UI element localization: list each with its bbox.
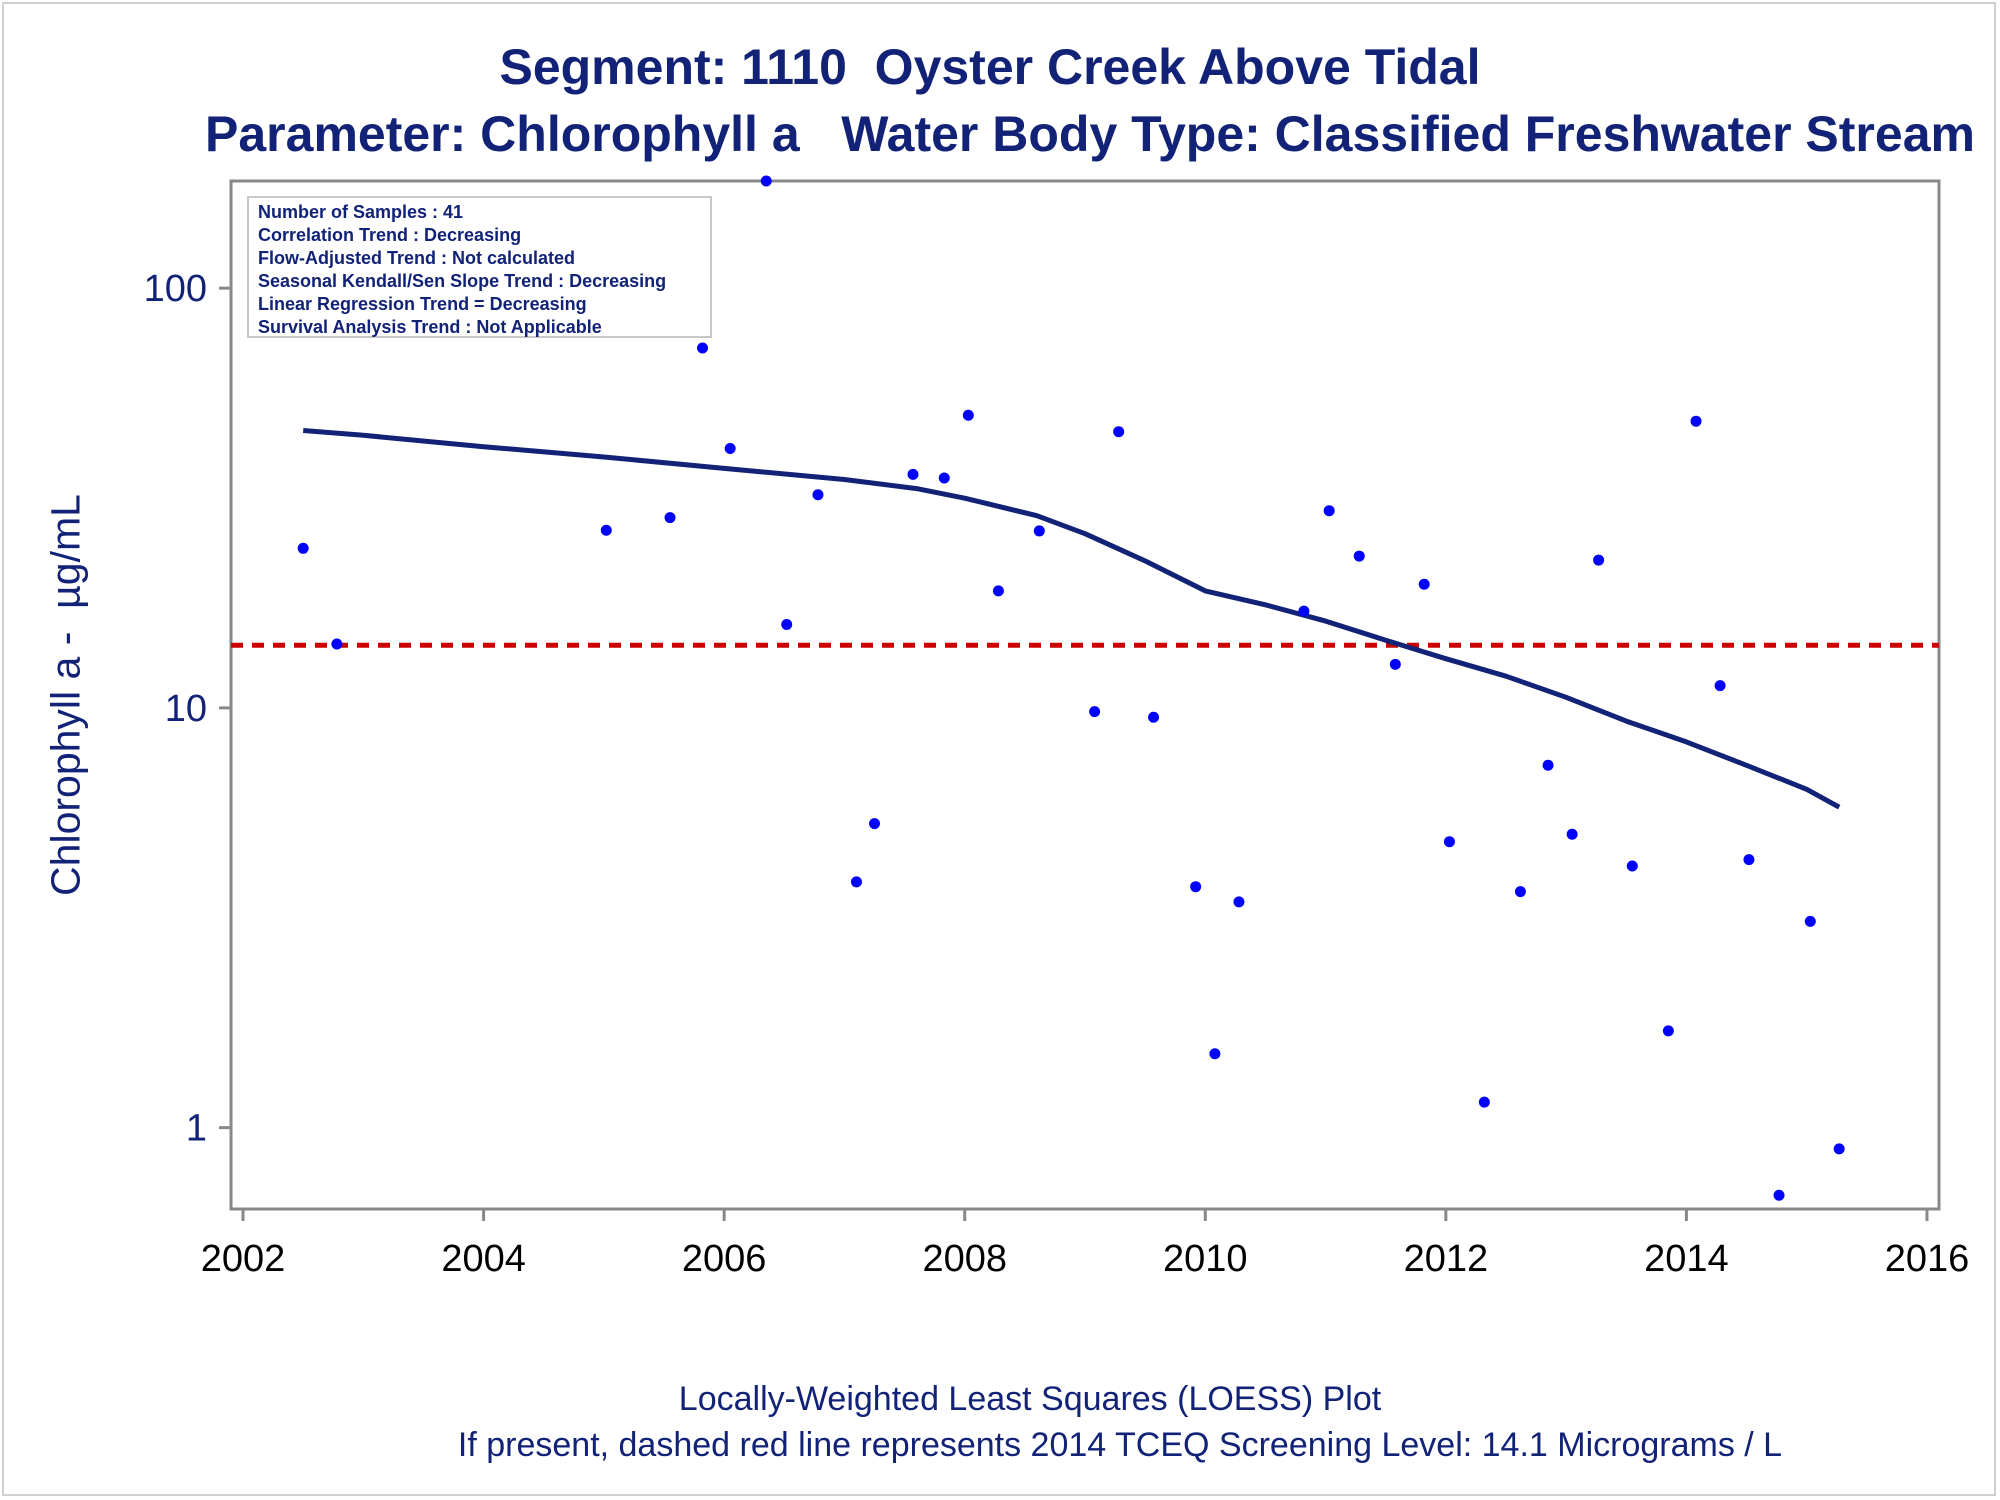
y-tick-label: 1 <box>186 1108 207 1150</box>
stats-line: Correlation Trend : Decreasing <box>258 225 522 245</box>
data-point <box>1323 505 1335 517</box>
stats-line: Linear Regression Trend = Decreasing <box>258 294 587 314</box>
data-point <box>1190 881 1202 893</box>
data-point <box>600 524 612 536</box>
data-point <box>1443 836 1455 848</box>
x-tick-label: 2004 <box>441 1238 526 1280</box>
loess-layer <box>303 428 1841 810</box>
x-axis: 2002 2004 2006 2008 2010 2012 2014 2016 <box>201 1209 1969 1280</box>
data-point <box>938 472 950 484</box>
y-tick-label: 10 <box>165 688 207 730</box>
data-point <box>1298 605 1310 617</box>
data-point <box>1542 759 1554 771</box>
data-point <box>962 409 974 421</box>
data-point <box>297 542 309 554</box>
data-point <box>1033 525 1045 537</box>
plot-area <box>229 179 1941 1211</box>
data-point <box>1714 680 1726 692</box>
data-point <box>1626 860 1638 872</box>
data-point <box>724 442 736 454</box>
x-tick-label: 2010 <box>1163 1238 1248 1280</box>
data-point <box>1148 711 1160 723</box>
data-point <box>1662 1025 1674 1037</box>
data-point <box>992 585 1004 597</box>
x-tick-label: 2002 <box>201 1238 286 1280</box>
x-tick-label: 2012 <box>1404 1238 1489 1280</box>
chart-subtitle: Parameter: Chlorophyll a Water Body Type… <box>205 106 1975 162</box>
y-tick-label: 100 <box>144 268 207 310</box>
data-point <box>1418 578 1430 590</box>
data-point <box>781 619 793 631</box>
data-point <box>907 468 919 480</box>
data-point <box>1478 1096 1490 1108</box>
data-point <box>664 512 676 524</box>
loess-curve <box>303 428 1841 810</box>
data-point <box>812 489 824 501</box>
data-point <box>760 175 772 187</box>
data-point <box>1233 896 1245 908</box>
data-point <box>1113 426 1125 438</box>
stats-line: Seasonal Kendall/Sen Slope Trend : Decre… <box>258 271 667 291</box>
footnote-screening: If present, dashed red line represents 2… <box>457 1426 1783 1464</box>
data-point <box>697 342 709 354</box>
x-tick-label: 2008 <box>922 1238 1007 1280</box>
data-point <box>850 876 862 888</box>
data-point <box>1593 554 1605 566</box>
data-point <box>1743 854 1755 866</box>
data-point <box>1690 415 1702 427</box>
data-point <box>1833 1143 1845 1155</box>
stats-line: Flow-Adjusted Trend : Not calculated <box>258 248 576 268</box>
x-tick-label: 2014 <box>1644 1238 1729 1280</box>
data-point <box>1389 658 1401 670</box>
footnote-loess: Locally-Weighted Least Squares (LOESS) P… <box>678 1380 1382 1418</box>
x-tick-label: 2006 <box>682 1238 767 1280</box>
stats-box: Number of Samples : 41 Correlation Trend… <box>247 196 712 338</box>
stats-line: Number of Samples : 41 <box>258 202 464 222</box>
data-point <box>869 818 881 830</box>
chart-title: Segment: 1110 Oyster Creek Above Tidal <box>499 39 1481 95</box>
data-point <box>1089 706 1101 718</box>
data-point <box>1209 1048 1221 1060</box>
x-tick-label: 2016 <box>1885 1238 1970 1280</box>
data-point <box>1566 828 1578 840</box>
points-layer <box>297 175 1845 1201</box>
data-point <box>331 638 343 650</box>
data-point <box>1804 915 1816 927</box>
data-point <box>1514 886 1526 898</box>
y-axis: 1 10 100 <box>144 268 231 1150</box>
data-point <box>1353 550 1365 562</box>
data-point <box>1773 1189 1785 1201</box>
stats-line: Survival Analysis Trend : Not Applicable <box>258 317 602 337</box>
